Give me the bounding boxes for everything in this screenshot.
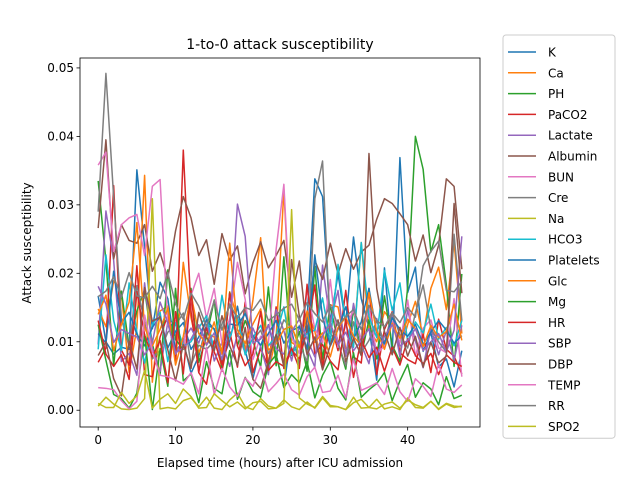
legend-item: Platelets bbox=[508, 254, 600, 268]
legend-item: Na bbox=[508, 212, 564, 226]
legend-label: HCO3 bbox=[548, 233, 582, 247]
plot-frame bbox=[79, 57, 481, 428]
legend-item: DBP bbox=[508, 358, 573, 372]
chart-title: 1-to-0 attack susceptibility bbox=[186, 37, 373, 53]
plot-series bbox=[97, 72, 463, 411]
series-line-hco3 bbox=[97, 241, 463, 364]
legend-label: Na bbox=[548, 212, 564, 226]
y-tick-label: 0.00 bbox=[47, 403, 74, 417]
legend-label: K bbox=[548, 46, 557, 60]
y-tick-label: 0.05 bbox=[47, 61, 74, 75]
legend-item: RR bbox=[508, 399, 565, 413]
x-tick-label: 20 bbox=[245, 433, 260, 447]
series-line-albumin bbox=[97, 139, 463, 335]
series-line-rr bbox=[97, 240, 463, 331]
series-line-mg bbox=[97, 287, 463, 411]
x-axis: 0 10 20 30 40 bbox=[94, 427, 415, 447]
legend-label: Ca bbox=[548, 66, 564, 80]
legend-item: Lactate bbox=[508, 129, 593, 143]
x-tick-label: 0 bbox=[94, 433, 102, 447]
series-line-spo2 bbox=[97, 208, 462, 411]
legend-label: DBP bbox=[548, 358, 573, 372]
legend-item: Albumin bbox=[508, 150, 597, 164]
legend-item: K bbox=[508, 46, 557, 60]
legend-label: SPO2 bbox=[548, 420, 580, 434]
series-line-dbp bbox=[97, 152, 463, 397]
x-tick-label: 30 bbox=[323, 433, 338, 447]
legend-label: HR bbox=[548, 316, 565, 330]
y-axis-label: Attack susceptibility bbox=[20, 182, 34, 303]
legend-label: BUN bbox=[548, 170, 574, 184]
legend-label: Platelets bbox=[548, 254, 600, 268]
x-tick-label: 10 bbox=[168, 433, 183, 447]
x-axis-label: Elapsed time (hours) after ICU admission bbox=[157, 456, 403, 470]
legend-item: BUN bbox=[508, 170, 574, 184]
legend-label: Glc bbox=[548, 274, 567, 288]
legend-label: Mg bbox=[548, 295, 566, 309]
legend-label: Cre bbox=[548, 191, 568, 205]
legend-item: PaCO2 bbox=[508, 108, 588, 122]
legend-label: Lactate bbox=[548, 129, 593, 143]
y-tick-label: 0.03 bbox=[47, 198, 74, 212]
series-line-temp bbox=[98, 314, 463, 410]
legend-item: SPO2 bbox=[508, 420, 580, 434]
legend-label: PaCO2 bbox=[548, 108, 588, 122]
legend-item: SBP bbox=[508, 337, 571, 351]
legend-item: Mg bbox=[508, 295, 566, 309]
legend-label: RR bbox=[548, 399, 565, 413]
legend-label: Albumin bbox=[548, 150, 597, 164]
legend: K Ca PH PaCO2 Lactate Albumin BUN Cre Na HCO3 Plat… bbox=[502, 34, 616, 439]
y-tick-label: 0.04 bbox=[47, 129, 74, 143]
legend-item: HR bbox=[508, 316, 565, 330]
series-line-hr bbox=[97, 283, 463, 385]
legend-item: TEMP bbox=[508, 378, 581, 392]
legend-label: TEMP bbox=[547, 378, 581, 392]
y-axis: 0.00 0.01 0.02 0.03 0.04 0.05 bbox=[47, 61, 80, 417]
legend-item: PH bbox=[508, 87, 564, 101]
legend-item: Ca bbox=[508, 66, 564, 80]
series-line-glc bbox=[97, 221, 463, 366]
x-tick-label: 40 bbox=[400, 433, 415, 447]
legend-item: Glc bbox=[508, 274, 567, 288]
y-tick-label: 0.02 bbox=[47, 266, 74, 280]
legend-item: HCO3 bbox=[508, 233, 582, 247]
y-tick-label: 0.01 bbox=[47, 335, 74, 349]
legend-label: SBP bbox=[548, 337, 571, 351]
legend-label: PH bbox=[548, 87, 564, 101]
legend-item: Cre bbox=[508, 191, 568, 205]
